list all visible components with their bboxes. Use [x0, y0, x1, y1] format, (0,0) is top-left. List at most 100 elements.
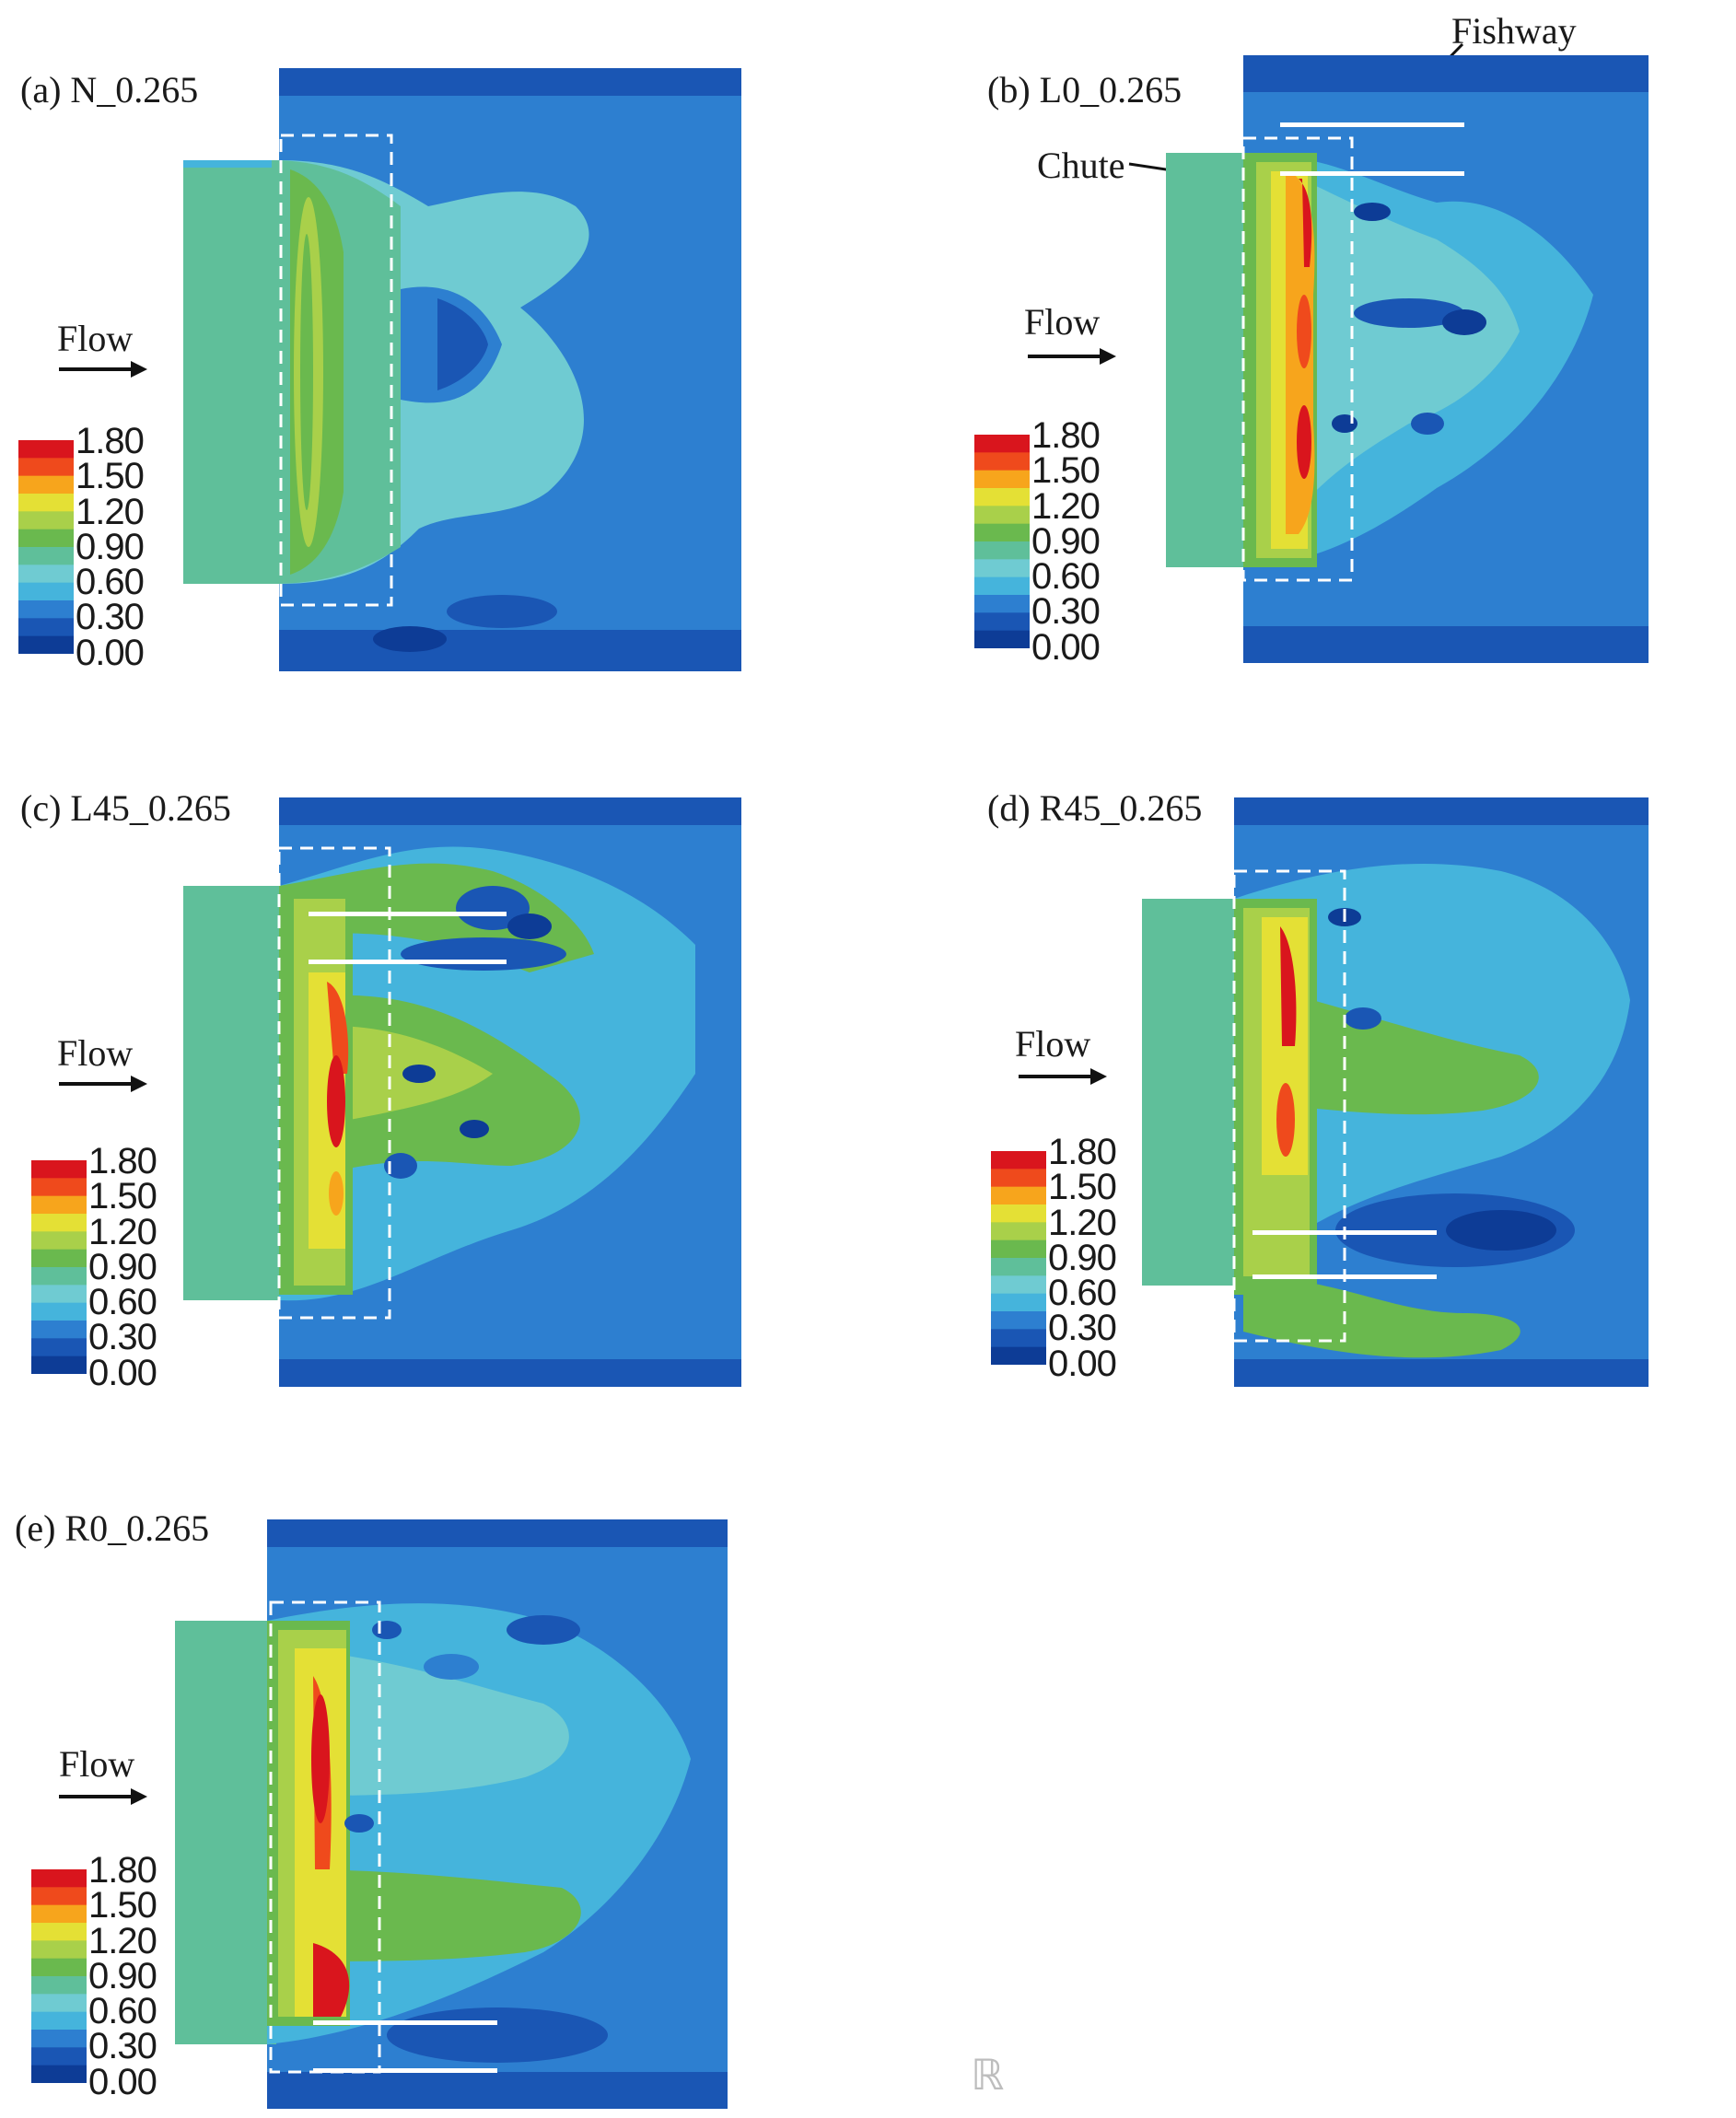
colorbar-tick: 0.60 — [1031, 556, 1101, 598]
colorbar-tick: 0.90 — [88, 1955, 157, 1996]
colorbar-tick: 1.80 — [88, 1850, 157, 1891]
colorbar-tick: 0.60 — [88, 1282, 157, 1323]
colorbar-tick: 1.50 — [88, 1885, 157, 1926]
colorbar-tick: 1.50 — [88, 1176, 157, 1217]
colorbar-band — [18, 440, 74, 459]
velocity-field-b — [1166, 55, 1649, 663]
colorbar-band — [974, 470, 1030, 489]
colorbar-ticks: 1.80 1.50 1.20 0.90 0.60 0.30 0.00 — [1031, 415, 1101, 668]
colorbar-scale — [31, 1160, 87, 1374]
colorbar-band — [31, 1302, 87, 1321]
colorbar-tick: 1.50 — [76, 456, 145, 497]
colorbar-band — [991, 1186, 1046, 1205]
flow-arrow-icon — [59, 1076, 147, 1092]
colorbar-band — [991, 1169, 1046, 1188]
colorbar-tick: 0.90 — [76, 526, 145, 567]
colorbar-band — [31, 1923, 87, 1941]
colorbar-band — [18, 547, 74, 565]
colorbar-band — [31, 1958, 87, 1977]
colorbar-band — [31, 1904, 87, 1924]
colorbar-tick: 1.80 — [76, 421, 145, 461]
colorbar-band — [974, 541, 1030, 560]
velocity-field-d — [1142, 797, 1649, 1387]
colorbar-tick: 0.90 — [88, 1246, 157, 1287]
colorbar-tick: 1.50 — [1031, 450, 1101, 492]
colorbar-band — [18, 494, 74, 512]
colorbar-band — [991, 1329, 1046, 1348]
colorbar-band — [18, 564, 74, 584]
colorbar-tick: 1.20 — [88, 1920, 157, 1961]
colorbar-ticks: 1.80 1.50 1.20 0.90 0.60 0.30 0.00 — [76, 421, 145, 673]
colorbar-band — [31, 1940, 87, 1960]
flow-label-c: Flow — [57, 1032, 134, 1074]
colorbar-band — [974, 506, 1030, 525]
colorbar-scale — [991, 1151, 1046, 1365]
colorbar-tick: 1.50 — [1048, 1167, 1117, 1208]
colorbar-band — [31, 1356, 87, 1374]
colorbar-band — [991, 1239, 1046, 1259]
colorbar-band — [31, 2065, 87, 2083]
colorbar-band — [974, 612, 1030, 632]
panel-label-e: (e) R0_0.265 — [15, 1507, 210, 1549]
colorbar-tick: 0.00 — [1031, 626, 1101, 668]
colorbar-band — [31, 1887, 87, 1906]
colorbar-band — [974, 435, 1030, 453]
flow-arrow-icon — [1019, 1068, 1107, 1085]
colorbar-tick: 0.00 — [1048, 1343, 1117, 1384]
watermark-icon: ℝ — [971, 2050, 1005, 2100]
panel-label-d: (d) R45_0.265 — [987, 787, 1203, 829]
flow-label-e: Flow — [59, 1743, 135, 1785]
colorbar-band — [18, 529, 74, 548]
velocity-field-a — [183, 68, 741, 671]
colorbar-tick: 0.90 — [1048, 1237, 1117, 1278]
colorbar-band — [974, 630, 1030, 648]
colorbar-tick: 0.30 — [1031, 591, 1101, 633]
panel-c: (c) L45_0.265 Flow 1.80 1.50 1.20 0.90 0… — [0, 764, 829, 1427]
panel-label-c: (c) L45_0.265 — [20, 787, 231, 829]
colorbar-tick: 1.20 — [1031, 485, 1101, 527]
flow-label-a: Flow — [57, 318, 134, 359]
colorbar-band — [31, 1338, 87, 1357]
colorbar-band — [991, 1275, 1046, 1295]
colorbar-band — [974, 576, 1030, 596]
colorbar-band — [991, 1222, 1046, 1241]
colorbar-tick: 0.00 — [88, 1352, 157, 1393]
colorbar-band — [31, 1178, 87, 1197]
colorbar-band — [18, 635, 74, 654]
colorbar-tick: 0.90 — [1031, 520, 1101, 562]
colorbar-tick: 0.60 — [76, 562, 145, 603]
colorbar-band — [18, 618, 74, 637]
colorbar-band — [31, 2011, 87, 2031]
colorbar-tick: 0.30 — [88, 2026, 157, 2067]
colorbar-band — [18, 458, 74, 477]
velocity-field-c — [183, 797, 741, 1387]
colorbar-band — [31, 1321, 87, 1339]
colorbar-band — [31, 1994, 87, 2013]
colorbar-tick: 0.30 — [88, 1317, 157, 1358]
colorbar-tick: 1.80 — [1031, 415, 1101, 456]
colorbar-band — [31, 1285, 87, 1304]
colorbar-tick: 1.20 — [88, 1211, 157, 1252]
colorbar-tick: 1.20 — [76, 491, 145, 532]
colorbar-tick: 0.30 — [1048, 1308, 1117, 1349]
colorbar-ticks: 1.80 1.50 1.20 0.90 0.60 0.30 0.00 — [88, 1850, 157, 2101]
colorbar-band — [18, 600, 74, 619]
colorbar-band — [991, 1346, 1046, 1365]
colorbar-band — [991, 1311, 1046, 1330]
colorbar-tick: 1.80 — [1048, 1132, 1117, 1172]
annotation-fishway: Fishway — [1451, 10, 1577, 52]
colorbar-scale — [18, 440, 74, 654]
colorbar-band — [974, 523, 1030, 542]
colorbar-band — [991, 1151, 1046, 1170]
colorbar-band — [31, 1231, 87, 1251]
panel-e: (e) R0_0.265 Flow 1.80 1.50 1.20 0.90 0.… — [0, 1492, 829, 2118]
flow-arrow-icon — [59, 361, 147, 378]
colorbar-tick: 0.00 — [76, 632, 145, 673]
colorbar-band — [31, 1267, 87, 1286]
colorbar-band — [31, 1214, 87, 1232]
colorbar-ticks: 1.80 1.50 1.20 0.90 0.60 0.30 0.00 — [1048, 1132, 1117, 1384]
colorbar-band — [31, 1869, 87, 1888]
colorbar-band — [974, 595, 1030, 613]
panel-label-a: (a) N_0.265 — [20, 69, 199, 111]
flow-arrow-icon — [1028, 348, 1116, 365]
